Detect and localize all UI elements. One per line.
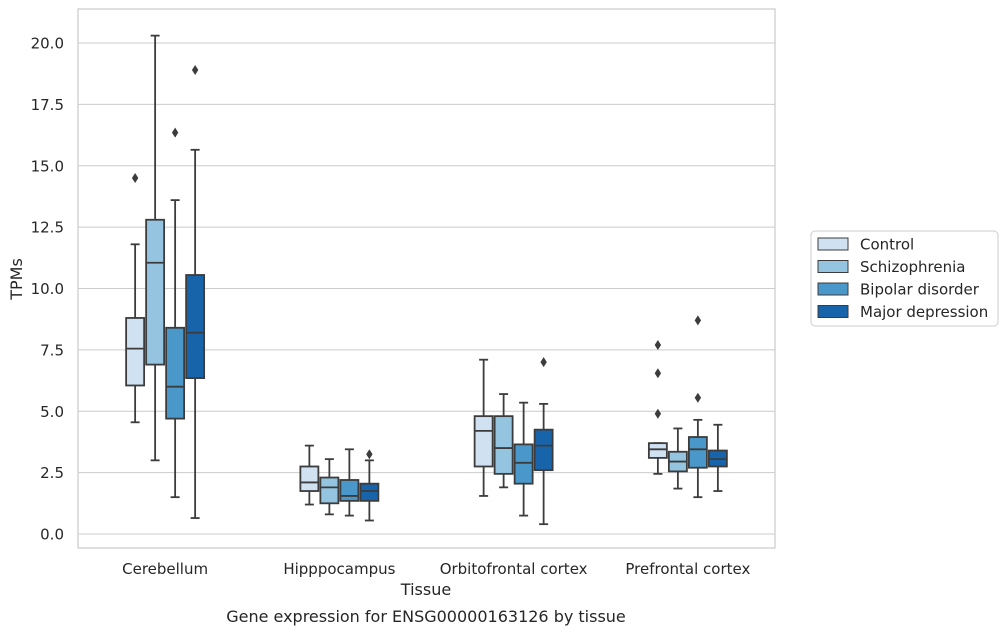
outlier-point: [540, 357, 547, 368]
box-schizophrenia-cerebellum: [145, 34, 166, 462]
outlier-point: [694, 315, 702, 326]
y-tick-label: 12.5: [31, 219, 64, 237]
legend-swatch-major-depression: [817, 305, 849, 318]
box-control-prefrontal-cortex: [647, 339, 668, 475]
outlier-point: [191, 65, 199, 76]
box-iqr: [493, 415, 514, 475]
box-major-depression-prefrontal-cortex: [707, 423, 728, 492]
box-iqr: [165, 326, 186, 420]
chart-caption: Gene expression for ENSG00000163126 by t…: [226, 607, 626, 626]
box-bipolar-disorder-orbitofrontal-cortex: [513, 401, 534, 517]
box-major-depression-hipppocampus: [359, 449, 380, 522]
outlier-point: [366, 449, 373, 460]
y-tick-label: 2.5: [40, 464, 64, 482]
box-iqr: [339, 479, 360, 502]
x-tick-label-hipppocampus: Hipppocampus: [283, 560, 395, 578]
y-tick-label: 7.5: [40, 341, 64, 359]
box-iqr: [299, 465, 320, 492]
box-series: [125, 34, 728, 526]
legend-swatch-bipolar-disorder: [817, 282, 849, 296]
x-tick-labels: Cerebellum Hipppocampus Orbitofrontal cort…: [122, 560, 750, 578]
y-tick-label: 20.0: [31, 35, 64, 53]
box-schizophrenia-hipppocampus: [319, 458, 340, 516]
box-iqr: [319, 476, 340, 505]
legend-swatch-control: [817, 237, 849, 251]
y-tick-label: 0.0: [40, 526, 64, 544]
legend-label-major-depression: Major depression: [860, 303, 988, 321]
outlier-point: [654, 408, 662, 419]
box-iqr: [533, 428, 554, 472]
y-tick-label: 15.0: [31, 157, 64, 175]
box-iqr: [473, 415, 494, 468]
plot-frame: [77, 8, 776, 549]
legend-label-schizophrenia: Schizophrenia: [860, 258, 965, 276]
y-tick-label: 10.0: [31, 280, 64, 298]
outlier-point: [654, 339, 662, 350]
box-major-depression-orbitofrontal-cortex: [533, 357, 554, 526]
outlier-point: [171, 127, 179, 138]
x-tick-label-cerebellum: Cerebellum: [122, 560, 208, 578]
box-schizophrenia-prefrontal-cortex: [667, 427, 688, 490]
y-axis-label: TPMs: [7, 258, 26, 301]
box-schizophrenia-orbitofrontal-cortex: [493, 393, 514, 489]
y-tick-label: 17.5: [31, 96, 64, 114]
legend-label-control: Control: [860, 236, 914, 254]
box-major-depression-cerebellum: [185, 65, 206, 519]
outlier-point: [654, 368, 662, 379]
x-tick-label-prefrontal-cortex: Prefrontal cortex: [625, 560, 750, 578]
box-iqr: [185, 274, 206, 380]
box-bipolar-disorder-prefrontal-cortex: [687, 315, 708, 499]
box-bipolar-disorder-cerebellum: [165, 127, 186, 499]
box-iqr: [687, 436, 708, 469]
legend-frame: [810, 230, 999, 327]
box-iqr: [647, 442, 668, 459]
box-control-cerebellum: [125, 173, 146, 424]
x-axis-label: Tissue: [400, 580, 451, 599]
box-bipolar-disorder-hipppocampus: [339, 448, 360, 517]
y-tick-labels: 0.0 2.5 5.0 7.5 10.0 12.5 15.0 17.5 20.0: [31, 35, 64, 544]
legend: Control Schizophrenia Bipolar disorder Majo…: [810, 230, 999, 327]
y-tick-label: 5.0: [40, 403, 64, 421]
box-iqr: [359, 482, 380, 502]
box-control-orbitofrontal-cortex: [473, 358, 494, 497]
legend-label-bipolar-disorder: Bipolar disorder: [860, 281, 980, 299]
outlier-point: [131, 173, 139, 184]
box-iqr: [125, 317, 146, 387]
x-tick-label-orbitofrontal-cortex: Orbitofrontal cortex: [440, 560, 588, 578]
box-iqr: [513, 443, 534, 485]
outlier-point: [694, 392, 702, 403]
legend-swatch-schizophrenia: [817, 260, 849, 273]
box-iqr: [145, 218, 166, 366]
box-control-hipppocampus: [299, 444, 320, 506]
